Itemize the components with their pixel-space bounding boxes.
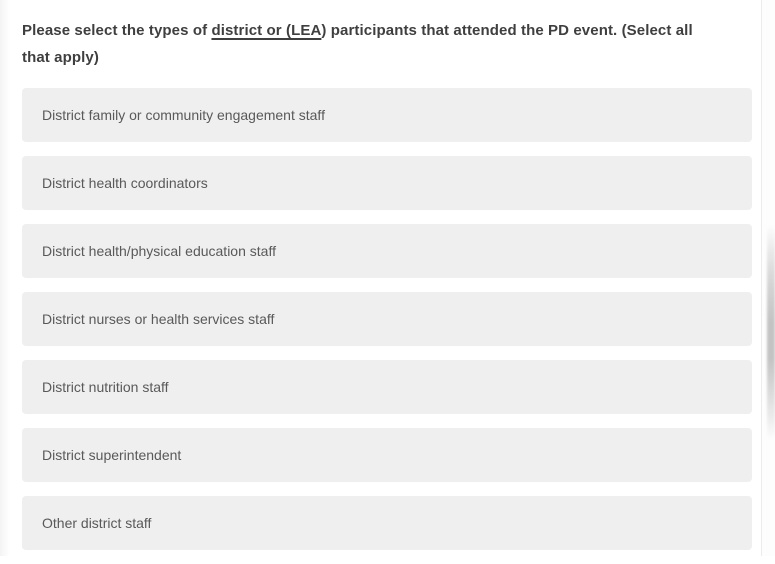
- left-edge-shadow: [0, 0, 10, 556]
- answer-option-label: District nutrition staff: [42, 379, 169, 395]
- answer-option-label: District health/physical education staff: [42, 243, 276, 259]
- question-text-suffix: ) participants that attended the PD even…: [22, 22, 693, 67]
- answer-option-label: District nurses or health services staff: [42, 311, 275, 327]
- question-text-underlined: district or (LEA: [211, 22, 322, 40]
- answer-option[interactable]: District nurses or health services staff: [22, 292, 752, 346]
- answer-option[interactable]: District family or community engagement …: [22, 88, 752, 142]
- answer-option-label: District superintendent: [42, 447, 182, 463]
- question-title: Please select the types of district or (…: [22, 17, 694, 71]
- answer-option-label: District family or community engagement …: [42, 107, 325, 123]
- scrollbar-track[interactable]: [761, 0, 775, 556]
- answer-option[interactable]: District nutrition staff: [22, 360, 752, 414]
- answer-option-label: Other district staff: [42, 515, 152, 531]
- answer-option[interactable]: District health/physical education staff: [22, 224, 752, 278]
- answer-option-label: District health coordinators: [42, 175, 208, 191]
- answer-options-list: District family or community engagement …: [22, 88, 752, 564]
- scrollbar-thumb[interactable]: [767, 225, 775, 440]
- answer-option[interactable]: District health coordinators: [22, 156, 752, 210]
- answer-option[interactable]: Other district staff: [22, 496, 752, 550]
- answer-option[interactable]: District superintendent: [22, 428, 752, 482]
- question-text-prefix: Please select the types of: [22, 22, 212, 40]
